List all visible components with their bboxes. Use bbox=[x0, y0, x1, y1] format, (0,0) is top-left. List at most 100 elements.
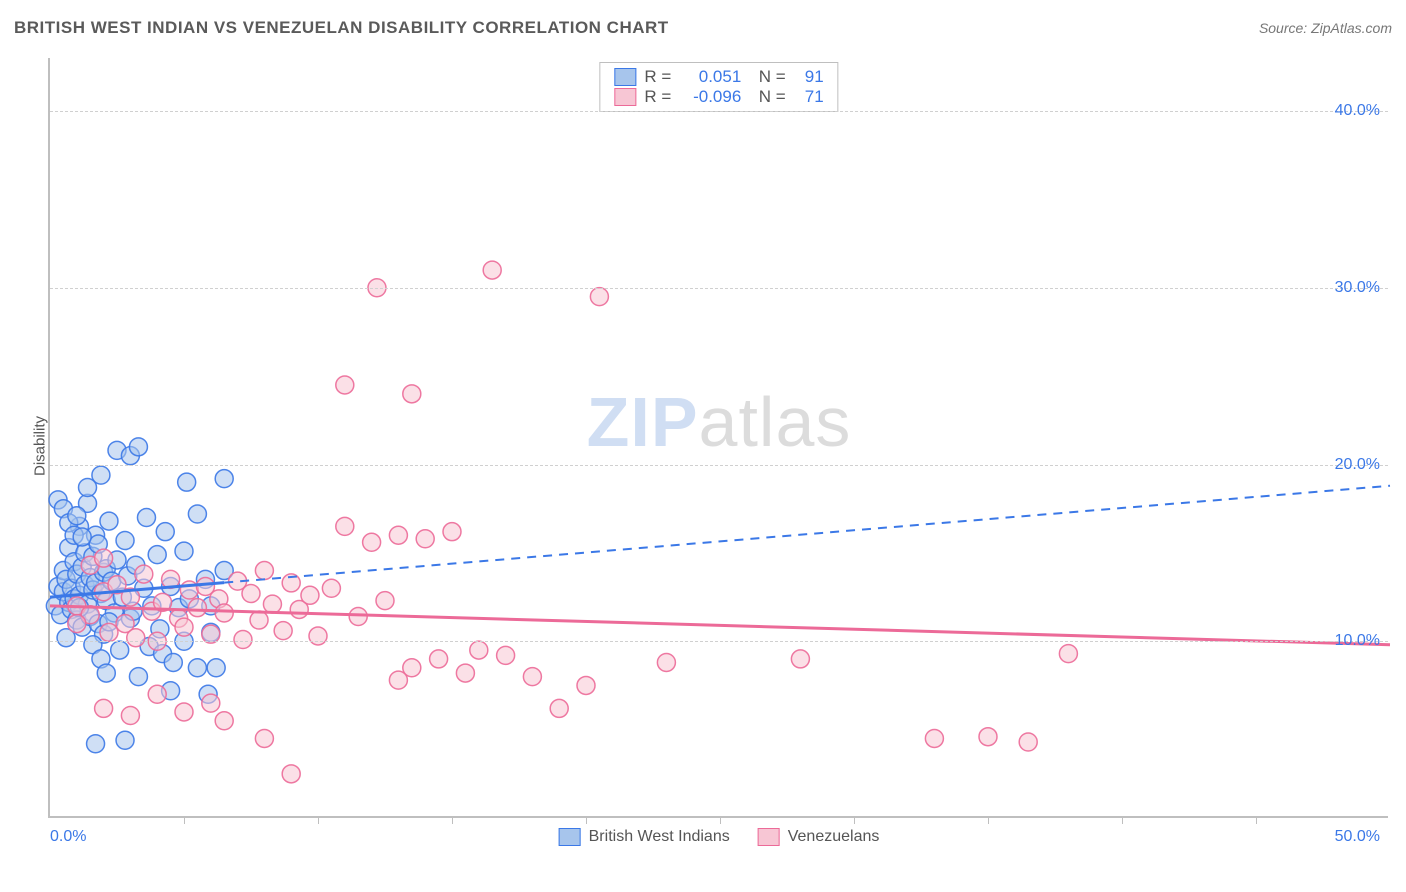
x-tick bbox=[988, 816, 989, 824]
data-point bbox=[100, 623, 118, 641]
data-point bbox=[148, 546, 166, 564]
data-point bbox=[234, 630, 252, 648]
data-point bbox=[791, 650, 809, 668]
gridline bbox=[50, 641, 1388, 642]
data-point bbox=[443, 523, 461, 541]
gridline bbox=[50, 288, 1388, 289]
data-point bbox=[178, 473, 196, 491]
gridline bbox=[50, 465, 1388, 466]
data-point bbox=[156, 523, 174, 541]
y-tick-label: 30.0% bbox=[1335, 279, 1380, 297]
data-point bbox=[148, 685, 166, 703]
data-point bbox=[129, 668, 147, 686]
source-label: Source: ZipAtlas.com bbox=[1259, 20, 1392, 36]
data-point bbox=[97, 664, 115, 682]
data-point bbox=[470, 641, 488, 659]
data-point bbox=[116, 731, 134, 749]
data-point bbox=[456, 664, 474, 682]
data-point bbox=[135, 565, 153, 583]
plot-area: ZIPatlas R = 0.051 N = 91 R = -0.096 N =… bbox=[48, 58, 1388, 818]
x-tick bbox=[184, 816, 185, 824]
x-tick bbox=[854, 816, 855, 824]
data-point bbox=[363, 533, 381, 551]
x-max-label: 50.0% bbox=[1335, 828, 1380, 846]
gridline bbox=[50, 111, 1388, 112]
data-point bbox=[497, 646, 515, 664]
data-point bbox=[129, 438, 147, 456]
y-tick-label: 40.0% bbox=[1335, 102, 1380, 120]
data-point bbox=[202, 694, 220, 712]
data-point bbox=[175, 703, 193, 721]
data-point bbox=[255, 562, 273, 580]
data-point bbox=[164, 653, 182, 671]
data-point bbox=[95, 549, 113, 567]
data-point bbox=[116, 532, 134, 550]
data-point bbox=[175, 618, 193, 636]
data-point bbox=[73, 528, 91, 546]
data-point bbox=[403, 385, 421, 403]
data-point bbox=[389, 526, 407, 544]
legend-item-1: Venezuelans bbox=[758, 828, 880, 846]
data-point bbox=[95, 699, 113, 717]
data-point bbox=[336, 517, 354, 535]
data-point bbox=[68, 507, 86, 525]
data-point bbox=[68, 615, 86, 633]
x-tick bbox=[586, 816, 587, 824]
data-point bbox=[1059, 645, 1077, 663]
data-point bbox=[376, 592, 394, 610]
x-tick bbox=[318, 816, 319, 824]
data-point bbox=[483, 261, 501, 279]
data-point bbox=[215, 604, 233, 622]
swatch-blue-icon bbox=[559, 828, 581, 846]
data-point bbox=[309, 627, 327, 645]
data-point bbox=[523, 668, 541, 686]
data-point bbox=[389, 671, 407, 689]
legend-item-0: British West Indians bbox=[559, 828, 730, 846]
data-point bbox=[1019, 733, 1037, 751]
y-tick-label: 20.0% bbox=[1335, 456, 1380, 474]
data-point bbox=[121, 706, 139, 724]
data-point bbox=[250, 611, 268, 629]
data-point bbox=[274, 622, 292, 640]
swatch-pink-icon bbox=[758, 828, 780, 846]
bottom-legend: British West Indians Venezuelans bbox=[559, 828, 880, 846]
data-point bbox=[322, 579, 340, 597]
data-point bbox=[87, 735, 105, 753]
x-tick bbox=[1122, 816, 1123, 824]
data-point bbox=[263, 595, 281, 613]
data-point bbox=[207, 659, 225, 677]
data-point bbox=[242, 585, 260, 603]
data-point bbox=[430, 650, 448, 668]
data-point bbox=[188, 599, 206, 617]
data-point bbox=[175, 542, 193, 560]
data-point bbox=[255, 729, 273, 747]
data-point bbox=[111, 641, 129, 659]
data-point bbox=[188, 505, 206, 523]
legend-label-0: British West Indians bbox=[589, 828, 730, 846]
data-point bbox=[657, 653, 675, 671]
y-tick-label: 10.0% bbox=[1335, 632, 1380, 650]
chart-title: BRITISH WEST INDIAN VS VENEZUELAN DISABI… bbox=[14, 18, 669, 38]
x-tick bbox=[1256, 816, 1257, 824]
chart-svg bbox=[50, 58, 1388, 816]
data-point bbox=[336, 376, 354, 394]
data-point bbox=[188, 659, 206, 677]
x-tick bbox=[720, 816, 721, 824]
data-point bbox=[979, 728, 997, 746]
y-axis-label: Disability bbox=[32, 416, 49, 476]
data-point bbox=[577, 676, 595, 694]
data-point bbox=[282, 765, 300, 783]
data-point bbox=[127, 629, 145, 647]
data-point bbox=[215, 712, 233, 730]
legend-label-1: Venezuelans bbox=[788, 828, 880, 846]
x-min-label: 0.0% bbox=[50, 828, 86, 846]
data-point bbox=[550, 699, 568, 717]
data-point bbox=[925, 729, 943, 747]
data-point bbox=[215, 470, 233, 488]
data-point bbox=[416, 530, 434, 548]
x-tick bbox=[452, 816, 453, 824]
data-point bbox=[137, 509, 155, 527]
data-point bbox=[590, 288, 608, 306]
data-point bbox=[79, 478, 97, 496]
data-point bbox=[301, 586, 319, 604]
